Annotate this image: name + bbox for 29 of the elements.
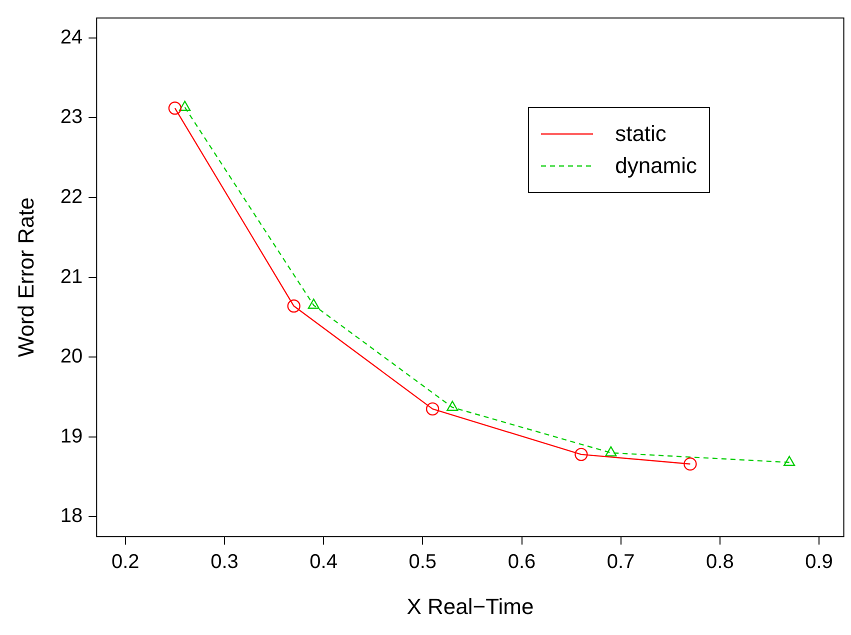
legend-label: static [615, 121, 666, 147]
point [446, 400, 458, 411]
x-tick-label: 0.2 [111, 551, 140, 574]
point [784, 456, 796, 466]
y-tick-label: 22 [60, 186, 83, 208]
point [308, 298, 320, 309]
y-tick-label: 24 [60, 26, 83, 48]
x-axis-title: X Real−Time [406, 594, 534, 619]
legend-label: dynamic [615, 153, 697, 179]
point [168, 102, 182, 115]
x-tick-label: 0.7 [606, 551, 635, 574]
point [426, 402, 440, 416]
point [605, 446, 617, 456]
y-tick-label: 18 [60, 505, 83, 528]
x-tick-label: 0.3 [210, 551, 238, 574]
point [684, 457, 697, 471]
y-axis-title: Word Error Rate [13, 197, 38, 358]
y-tick-label: 19 [60, 425, 83, 448]
point [574, 448, 588, 462]
x-tick-label: 0.8 [706, 551, 734, 574]
y-tick-label: 20 [60, 346, 83, 368]
x-tick-label: 0.9 [805, 551, 833, 574]
x-tick-label: 0.5 [408, 551, 437, 574]
point [179, 100, 191, 111]
y-tick-label: 21 [60, 266, 83, 288]
x-tick-label: 0.4 [310, 551, 338, 574]
point [287, 299, 300, 313]
y-tick-label: 23 [60, 106, 83, 128]
x-tick-label: 0.6 [508, 551, 536, 574]
